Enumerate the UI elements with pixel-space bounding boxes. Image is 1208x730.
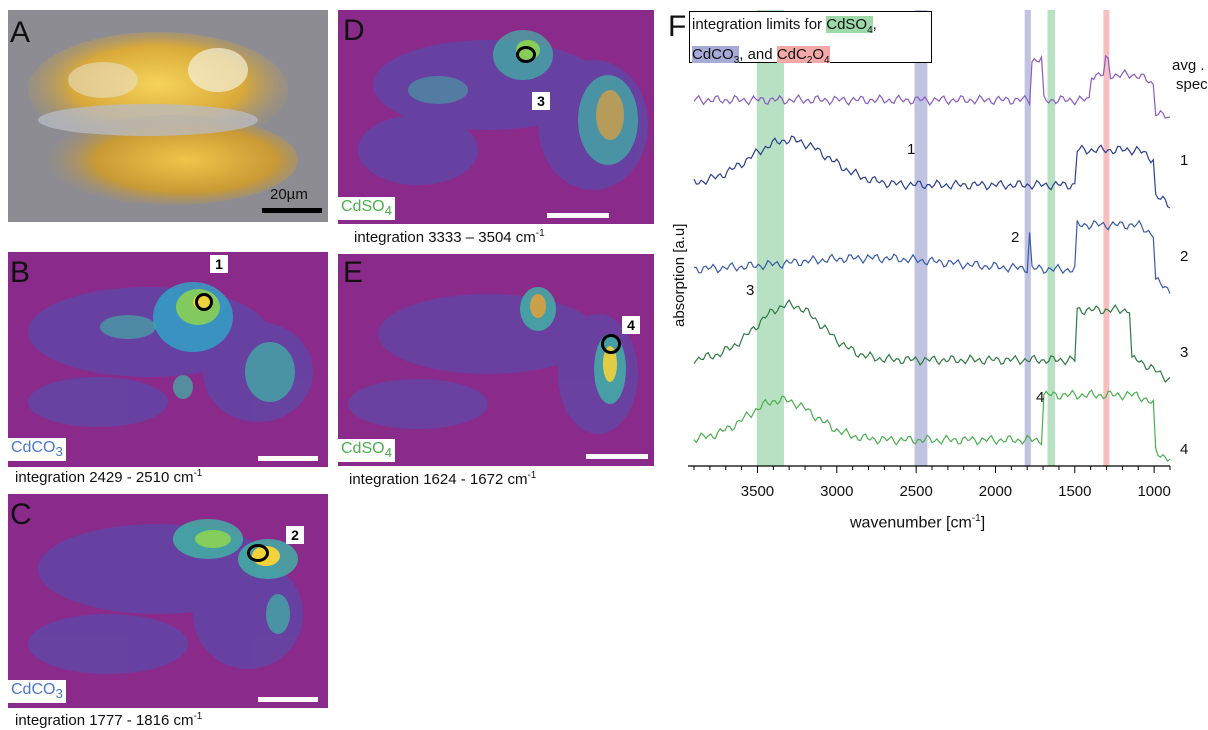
spectrum-trace-4 (693, 298, 1171, 384)
x-tick-label: 1500 (1058, 483, 1091, 500)
trace-label-4: 4 (1180, 441, 1188, 458)
ir-map-b: 1 CdCO3 (8, 252, 328, 467)
x-tick-label: 1000 (1137, 483, 1170, 500)
x-tick-label: 2000 (979, 483, 1012, 500)
scale-bar (547, 213, 609, 218)
ir-map-c-graphic (28, 519, 303, 674)
x-tick-label: 3000 (820, 483, 853, 500)
spectrum-trace-3 (693, 219, 1171, 294)
trace-label-3: 3 (1180, 344, 1188, 361)
spot-ring-3 (516, 46, 536, 63)
ir-map-c: 2 CdCO3 (8, 494, 328, 708)
integration-band-1 (756, 10, 784, 466)
trace-label-avg: avg . (1172, 57, 1205, 74)
spot-ring-4 (601, 334, 621, 354)
ir-map-d: 3 CdSO4 (338, 10, 654, 224)
integration-legend: integration limits for CdSO4, CdCO3, and… (689, 11, 932, 66)
spectrum-trace-1 (693, 54, 1171, 119)
spectra-traces (693, 54, 1171, 463)
scale-bar (586, 454, 648, 459)
integration-band-2 (914, 10, 928, 466)
y-axis-label: absorption [a.u] (671, 224, 688, 327)
trace-label-spec: spec. (1176, 76, 1208, 93)
optical-image-graphic (8, 10, 328, 222)
band-number-4: 4 (1036, 389, 1044, 406)
compound-tag: CdSO4 (338, 197, 395, 220)
scale-label: 20µm (270, 186, 308, 203)
legend-cdco3: CdCO3 (692, 46, 740, 66)
panel-label-f: F (668, 10, 687, 43)
ir-map-b-graphic (28, 282, 313, 427)
spot-ring-1 (195, 293, 213, 311)
panel-label-a: A (10, 16, 31, 49)
scale-bar (262, 208, 322, 213)
optical-image: 20µm (8, 10, 328, 222)
band-number-1: 1 (907, 141, 915, 158)
spot-number-2: 2 (286, 526, 304, 544)
scale-bar (258, 697, 318, 702)
panel-label-e: E (343, 256, 364, 289)
band-number-2: 2 (1011, 229, 1019, 246)
x-tick-label: 2500 (899, 483, 932, 500)
scale-bar (258, 456, 318, 461)
x-tick-label: 3500 (741, 483, 774, 500)
compound-tag: CdCO3 (8, 680, 66, 703)
legend-cdc2o4: CdC2O4 (776, 46, 830, 66)
compound-tag: CdSO4 (338, 439, 395, 462)
panel-label-d: D (343, 14, 365, 47)
ir-map-e-graphic (348, 287, 638, 434)
ir-map-d-graphic (358, 30, 648, 190)
ir-map-e: 4 CdSO4 (338, 254, 654, 466)
caption-b: integration 2429 - 2510 cm-1 (15, 468, 203, 486)
spot-number-3: 3 (532, 92, 550, 110)
trace-label-1: 1 (1180, 152, 1188, 169)
caption-d: integration 3333 – 3504 cm-1 (354, 228, 545, 246)
spectrum-trace-2 (693, 135, 1171, 209)
compound-tag: CdCO3 (8, 438, 66, 461)
legend-cdso4: CdSO4 (826, 16, 873, 36)
integration-band-3 (1024, 10, 1031, 466)
x-axis-label: wavenumber [cm-1] (850, 513, 986, 532)
spectrum-trace-5 (693, 389, 1171, 463)
trace-label-2: 2 (1180, 248, 1188, 265)
caption-c: integration 1777 - 1816 cm-1 (15, 711, 203, 729)
spot-number-1: 1 (210, 255, 228, 273)
integration-band-4 (1047, 10, 1056, 466)
spectra-chart: 3500 3000 2500 2000 1500 1000 1 2 3 4 avg . s… (671, 10, 1208, 500)
panel-label-c: C (10, 498, 32, 531)
x-axis: 3500 3000 2500 2000 1500 1000 (688, 465, 1171, 500)
spot-ring-2 (247, 544, 269, 562)
spot-number-4: 4 (622, 316, 640, 334)
caption-e: integration 1624 - 1672 cm-1 (349, 470, 537, 488)
integration-band-5 (1103, 10, 1110, 466)
band-number-3: 3 (746, 282, 754, 299)
panel-label-b: B (10, 256, 31, 289)
integration-bands (756, 10, 1110, 466)
